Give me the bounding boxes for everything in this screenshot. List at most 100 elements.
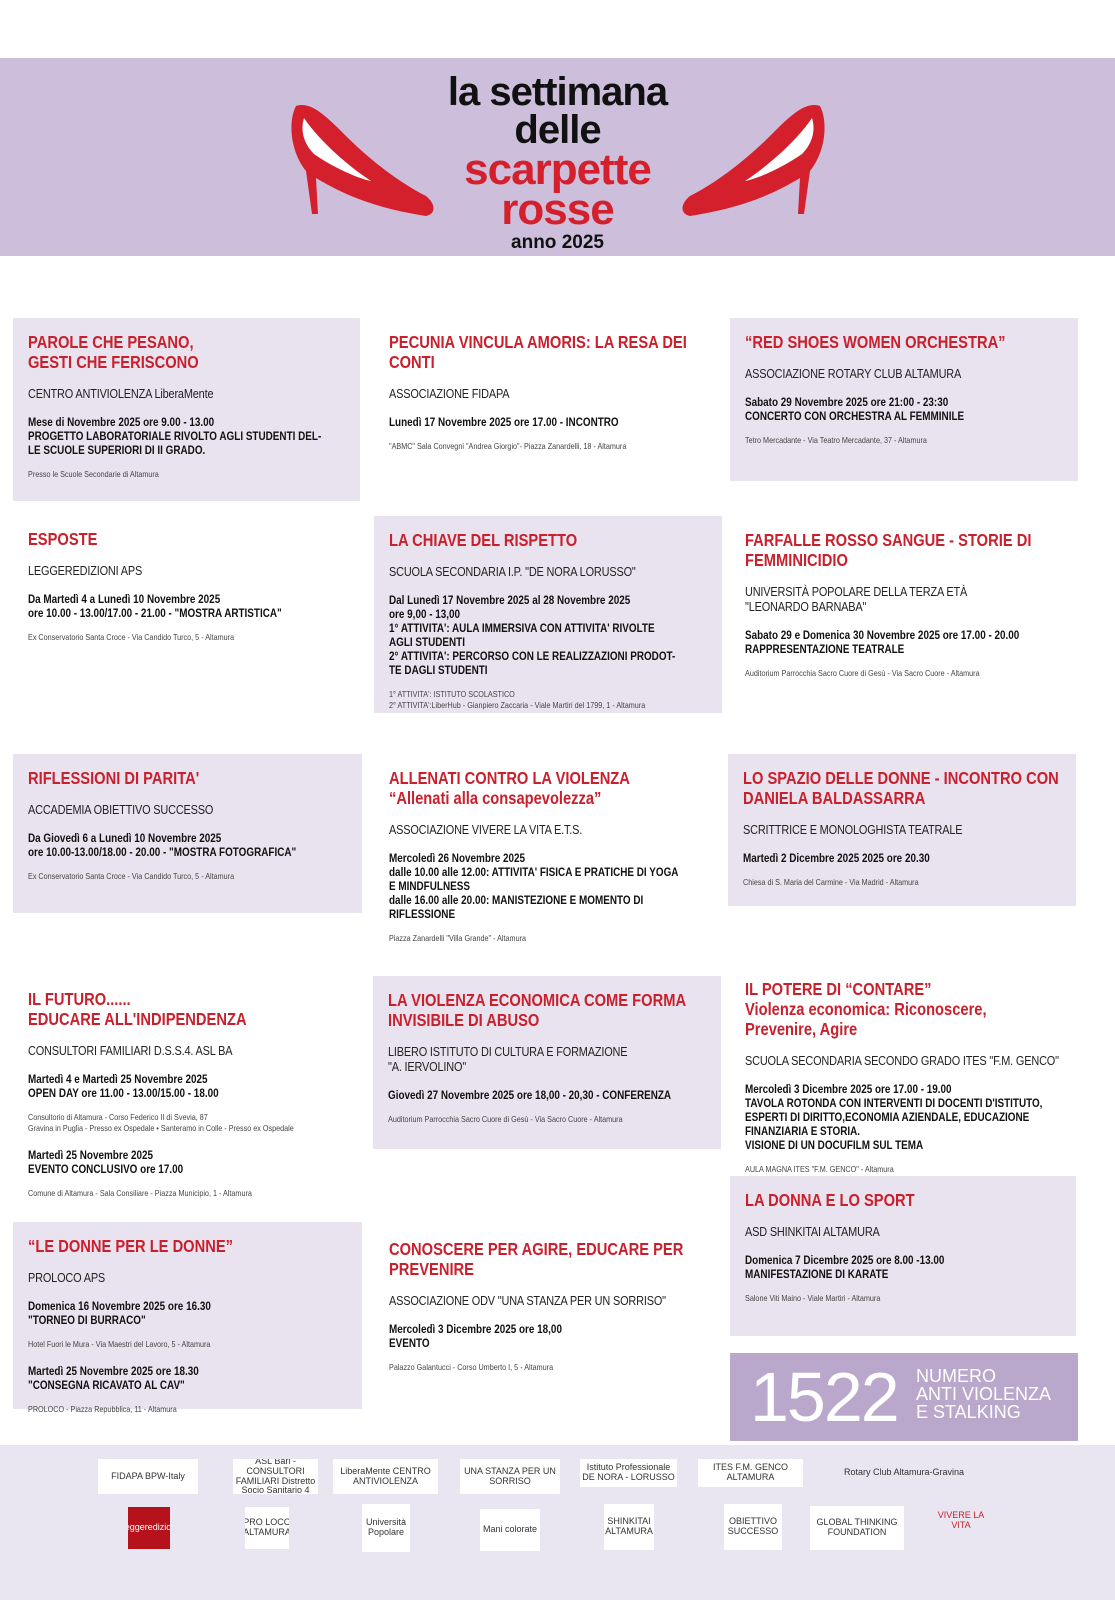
sponsors-footer: FIDAPA BPW-Italy ASL Bari - CONSULTORI FA…: [0, 1445, 1115, 1600]
event-details-line: ore 10.00-13.00/18.00 - 20.00 - "MOSTRA …: [28, 845, 297, 859]
sponsor-logo: Rotary Club Altamura-Gravina: [843, 1467, 965, 1478]
title-line-red: rosse: [501, 185, 614, 234]
event-title: LA DONNA E LO SPORT: [745, 1190, 1076, 1210]
event-card: LO SPAZIO DELLE DONNE - INCONTRO CON DANI…: [728, 754, 1076, 906]
event-location-line: Chiesa di S. Maria del Carmine - Via Mad…: [743, 877, 919, 887]
event-title: CONOSCERE PER AGIRE, EDUCARE PER PREVENIR…: [389, 1239, 722, 1279]
event-title-line: DANIELA BALDASSARRA: [743, 788, 926, 808]
event-location-line: Auditorium Parrocchia Sacro Cuore di Ges…: [388, 1114, 623, 1124]
sponsor-logo: Leggeredizioni: [128, 1507, 170, 1549]
event-organizer: CENTRO ANTIVIOLENZA LiberaMente: [28, 386, 360, 401]
event-details-line: Mese di Novembre 2025 ore 9.00 - 13.00: [28, 415, 215, 429]
event-details-line: "TORNEO DI BURRACO": [28, 1313, 146, 1327]
event-card: IL POTERE DI “CONTARE” Violenza economica…: [730, 965, 1078, 1174]
sponsor-logo: Università Popolare: [362, 1504, 410, 1552]
event-title-line: GESTI CHE FERISCONO: [28, 352, 199, 372]
event-location-line: 2° ATTIVITA':LiberHub - Gianpiero Zaccar…: [389, 700, 646, 710]
sponsor-logo: VIVERE LA VITA: [937, 1510, 985, 1530]
event-details: Domenica 7 Dicembre 2025 ore 8.00 -13.00…: [745, 1253, 1076, 1281]
event-details-line: ore 9,00 - 13,00: [389, 607, 461, 621]
event-organizer-line: "A. IERVOLINO": [388, 1059, 467, 1074]
event-card: LA VIOLENZA ECONOMICA COME FORMA INVISIBI…: [373, 976, 721, 1149]
event-details-line: ore 10.00 - 13.00/17.00 - 21.00 - "MOSTR…: [28, 606, 282, 620]
event-title-line: FEMMINICIDIO: [745, 550, 848, 570]
event-card: ESPOSTE LEGGEREDIZIONI APS Da Martedì 4 a …: [13, 515, 360, 675]
event-title-line: PAROLE CHE PESANO,: [28, 332, 194, 352]
event-card: “RED SHOES WOMEN ORCHESTRA” ASSOCIAZIONE …: [730, 318, 1078, 481]
event-details-line: Mercoledì 3 Dicembre 2025 ore 18,00: [389, 1322, 562, 1336]
event-location: 1° ATTIVITA': ISTITUTO SCOLASTICO 2° ATTI…: [389, 689, 722, 711]
event-location: "ABMC" Sala Convegni "Andrea Giorgio"- P…: [389, 441, 722, 452]
event-title: PECUNIA VINCULA AMORIS: LA RESA DEI CONTI: [389, 332, 722, 372]
event-details-line: RAPPRESENTAZIONE TEATRALE: [745, 642, 905, 656]
event-organizer: LIBERO ISTITUTO DI CULTURA E FORMAZIONE "…: [388, 1044, 721, 1074]
event-organizer: ACCADEMIA OBIETTIVO SUCCESSO: [28, 802, 362, 817]
event-details-line: Da Giovedì 6 a Lunedì 10 Novembre 2025: [28, 831, 222, 845]
event-details: Martedì 25 Novembre 2025 ore 18.30 "CONSE…: [28, 1364, 362, 1392]
sponsor-logo: Istituto Professionale DE NORA - LORUSSO: [580, 1459, 677, 1487]
event-location-line: Auditorium Parrocchia Sacro Cuore di Ges…: [745, 668, 980, 678]
event-card: LA DONNA E LO SPORT ASD SHINKITAI ALTAMUR…: [730, 1176, 1076, 1336]
event-title: IL FUTURO...... EDUCARE ALL'INDIPENDENZA: [28, 989, 360, 1029]
event-title: “LE DONNE PER LE DONNE”: [28, 1236, 362, 1256]
event-location-line: 1° ATTIVITA': ISTITUTO SCOLASTICO: [389, 689, 515, 699]
event-location: Presso le Scuole Secondarie di Altamura: [28, 469, 360, 480]
event-organizer-line: CONSULTORI FAMILIARI D.S.S.4. ASL BA: [28, 1043, 233, 1058]
event-details-line: 2° ATTIVITA': PERCORSO CON LE REALIZZAZI…: [389, 649, 676, 663]
event-title-line: CONTI: [389, 352, 435, 372]
event-details: Lunedì 17 Novembre 2025 ore 17.00 - INCO…: [389, 415, 722, 429]
event-title: FARFALLE ROSSO SANGUE - STORIE DI FEMMINI…: [745, 530, 1078, 570]
event-details-line: Martedì 4 e Martedì 25 Novembre 2025: [28, 1072, 208, 1086]
event-details: Mercoledì 26 Novembre 2025 dalle 10.00 al…: [389, 851, 722, 921]
event-details-line: Lunedì 17 Novembre 2025 ore 17.00 - INCO…: [389, 415, 619, 429]
event-title-line: RIFLESSIONI DI PARITA': [28, 768, 200, 788]
event-organizer-line: LEGGEREDIZIONI APS: [28, 563, 143, 578]
event-title-line: ALLENATI CONTRO LA VIOLENZA: [389, 768, 630, 788]
event-details-line: Martedì 25 Novembre 2025 ore 18.30: [28, 1364, 199, 1378]
event-card: LA CHIAVE DEL RISPETTO SCUOLA SECONDARIA …: [374, 516, 722, 713]
event-title-line: FARFALLE ROSSO SANGUE - STORIE DI: [745, 530, 1032, 550]
event-organizer: ASSOCIAZIONE VIVERE LA VITA E.T.S.: [389, 822, 722, 837]
title-line: la settimana: [447, 70, 668, 114]
sponsor-logo: SHINKITAI ALTAMURA: [604, 1504, 654, 1550]
event-details-line: Da Martedì 4 a Lunedì 10 Novembre 2025: [28, 592, 221, 606]
event-title: IL POTERE DI “CONTARE” Violenza economica…: [745, 979, 1078, 1039]
event-title: RIFLESSIONI DI PARITA': [28, 768, 362, 788]
event-title: LO SPAZIO DELLE DONNE - INCONTRO CON DANI…: [743, 768, 1076, 808]
title-line: delle: [514, 108, 601, 152]
event-organizer-line: ASSOCIAZIONE FIDAPA: [389, 386, 510, 401]
event-title-line: Violenza economica: Riconoscere,: [745, 999, 987, 1019]
event-title-line: LA VIOLENZA ECONOMICA COME FORMA: [388, 990, 687, 1010]
event-location: Salone Viti Maino - Viale Martiri - Alta…: [745, 1293, 1076, 1304]
event-organizer: SCUOLA SECONDARIA I.P. "DE NORA LORUSSO": [389, 564, 722, 579]
event-location: Auditorium Parrocchia Sacro Cuore di Ges…: [745, 668, 1078, 679]
event-title-line: ESPOSTE: [28, 529, 98, 549]
event-location-line: Presso le Scuole Secondarie di Altamura: [28, 469, 159, 479]
event-location: Tetro Mercadante - Via Teatro Mercadante…: [745, 435, 1078, 446]
event-location: Consultorio di Altamura - Corso Federico…: [28, 1112, 360, 1134]
event-details: Da Martedì 4 a Lunedì 10 Novembre 2025 or…: [28, 592, 360, 620]
event-details: Da Giovedì 6 a Lunedì 10 Novembre 2025 or…: [28, 831, 362, 859]
event-details-line: dalle 16.00 alle 20.00: MANISTEZIONE E M…: [389, 893, 644, 907]
header-banner: la settimana delle scarpette rosse anno …: [0, 58, 1115, 256]
event-title: PAROLE CHE PESANO, GESTI CHE FERISCONO: [28, 332, 360, 372]
event-details: Domenica 16 Novembre 2025 ore 16.30 "TORN…: [28, 1299, 362, 1327]
event-organizer: ASD SHINKITAI ALTAMURA: [745, 1224, 1076, 1239]
event-organizer-line: "LEONARDO BARNABA": [745, 599, 867, 614]
event-details: Mese di Novembre 2025 ore 9.00 - 13.00 PR…: [28, 415, 360, 457]
event-title-line: LO SPAZIO DELLE DONNE - INCONTRO CON: [743, 768, 1059, 788]
hotline-line: E STALKING: [916, 1402, 1021, 1422]
event-location: Comune di Altamura - Sala Consiliare - P…: [28, 1188, 360, 1199]
event-location-line: Consultorio di Altamura - Corso Federico…: [28, 1112, 208, 1122]
event-title-line: Prevenire, Agire: [745, 1019, 858, 1039]
event-organizer-line: SCRITTRICE E MONOLOGHISTA TEATRALE: [743, 822, 963, 837]
event-location-line: AULA MAGNA ITES "F.M. GENCO" - Altamura: [745, 1164, 894, 1174]
event-details-line: MANIFESTAZIONE DI KARATE: [745, 1267, 889, 1281]
hotline-line: ANTI VIOLENZA: [916, 1384, 1052, 1404]
event-details-line: AGLI STUDENTI: [389, 635, 465, 649]
event-title: “RED SHOES WOMEN ORCHESTRA”: [745, 332, 1078, 352]
event-details-line: PROGETTO LABORATORIALE RIVOLTO AGLI STUD…: [28, 429, 322, 443]
event-organizer-line: ASSOCIAZIONE ROTARY CLUB ALTAMURA: [745, 366, 962, 381]
sponsor-logo: PRO LOCO ALTAMURA: [245, 1507, 289, 1549]
event-location-line: Comune di Altamura - Sala Consiliare - P…: [28, 1188, 252, 1198]
